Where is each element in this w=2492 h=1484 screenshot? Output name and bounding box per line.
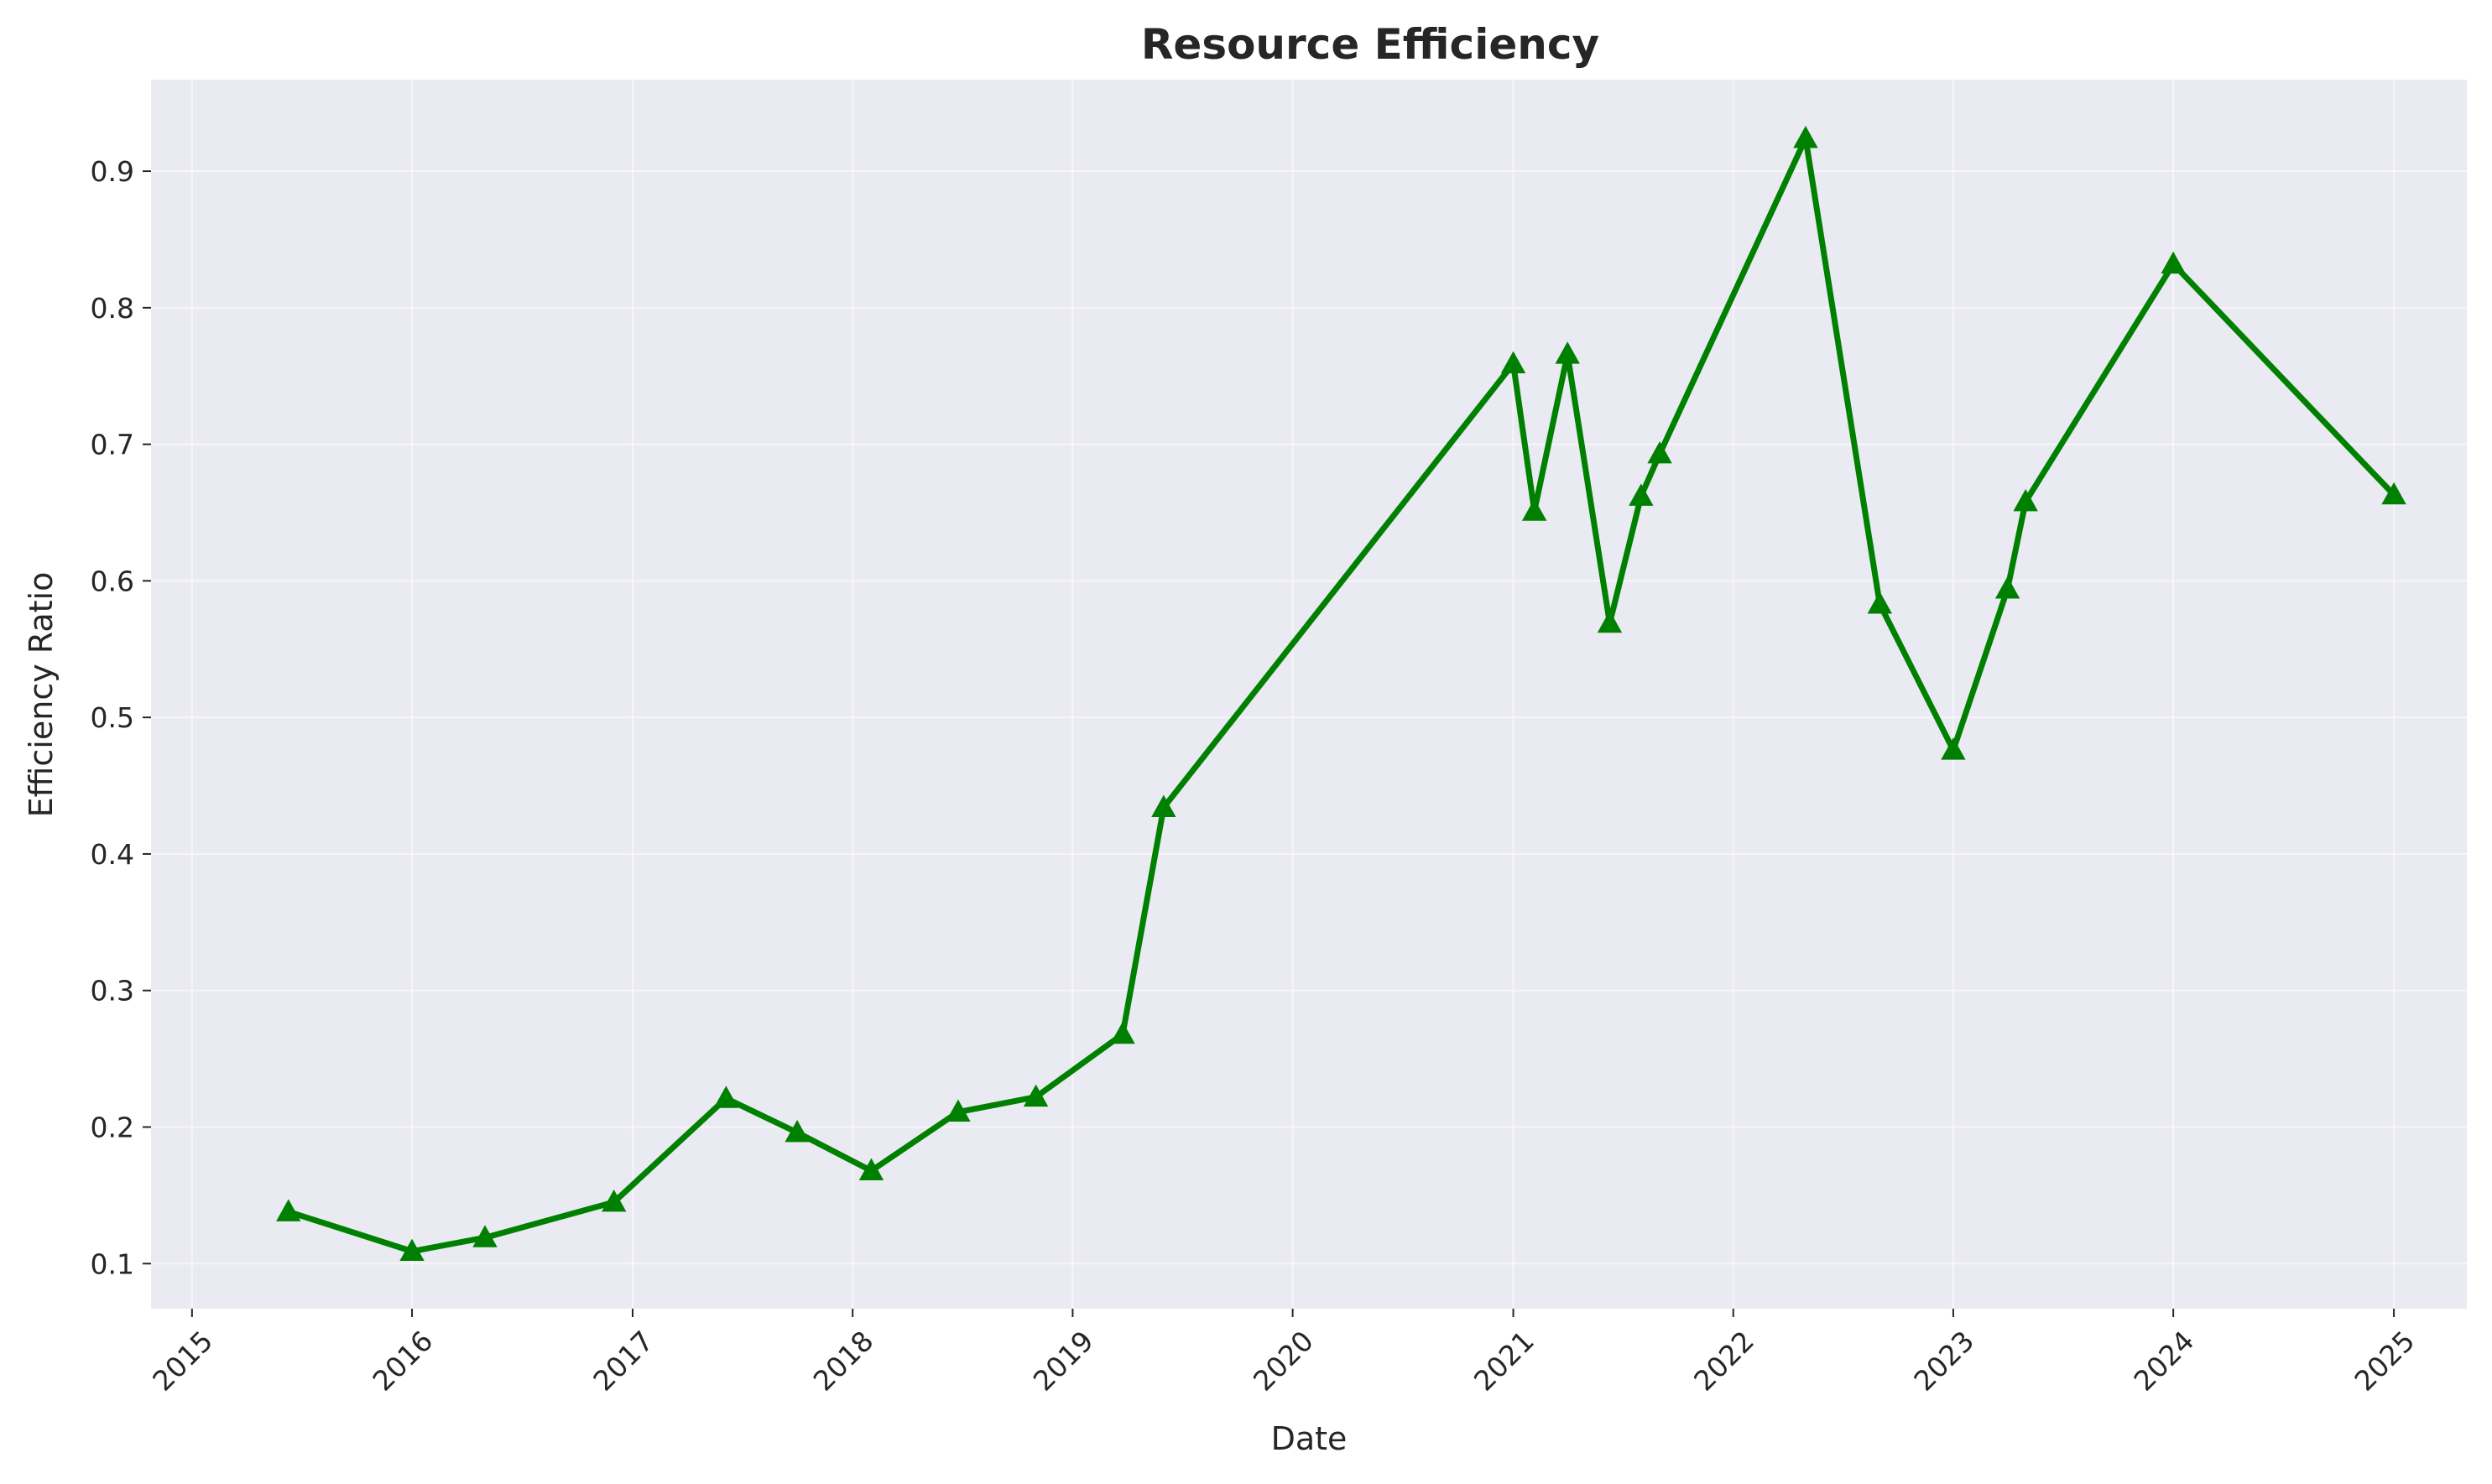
x-tick-label: 2024 xyxy=(2128,1325,2201,1398)
y-tick-label: 0.8 xyxy=(91,292,134,325)
chart-title: Resource Efficiency xyxy=(1141,20,1599,69)
x-tick-label: 2023 xyxy=(1907,1325,1980,1398)
data-point-marker xyxy=(1941,737,1966,760)
y-tick-label: 0.3 xyxy=(91,975,134,1008)
y-axis: 0.1 0.2 0.3 0.4 0.5 0.6 0.7 0.8 0.9 xyxy=(91,155,151,1280)
data-point-marker xyxy=(713,1086,739,1108)
x-tick-label: 2025 xyxy=(2348,1325,2421,1398)
x-tick-label: 2021 xyxy=(1468,1325,1541,1398)
x-tick-label: 2017 xyxy=(587,1325,659,1398)
data-point-marker xyxy=(1867,591,1893,614)
data-point-marker xyxy=(602,1189,627,1212)
data-point-marker xyxy=(2013,488,2038,512)
x-tick-label: 2020 xyxy=(1247,1325,1320,1398)
data-point-marker xyxy=(785,1119,810,1143)
y-tick-label: 0.4 xyxy=(91,838,134,871)
x-tick-label: 2018 xyxy=(807,1325,880,1398)
x-axis-label: Date xyxy=(1271,1420,1348,1457)
data-point-marker xyxy=(1110,1021,1135,1044)
data-point-marker xyxy=(1521,498,1547,521)
x-tick-label: 2015 xyxy=(146,1325,219,1398)
data-point-marker xyxy=(276,1199,301,1221)
data-point-marker xyxy=(1629,483,1654,506)
x-tick-label: 2019 xyxy=(1027,1325,1100,1398)
data-point-marker xyxy=(1994,576,2020,599)
data-point-marker xyxy=(1023,1084,1049,1107)
y-tick-label: 0.1 xyxy=(91,1247,134,1280)
data-point-marker xyxy=(472,1225,498,1247)
data-point-marker xyxy=(1793,125,1818,148)
data-point-marker xyxy=(1151,794,1176,818)
y-axis-label: Efficiency Ratio xyxy=(23,572,60,818)
x-tick-label: 2016 xyxy=(366,1325,439,1398)
y-tick-label: 0.2 xyxy=(91,1112,134,1144)
series-layer xyxy=(276,125,2406,1262)
data-point-marker xyxy=(1597,610,1623,633)
data-point-marker xyxy=(1500,351,1526,373)
data-point-marker xyxy=(2161,251,2186,274)
grid xyxy=(151,80,2467,1309)
y-tick-label: 0.6 xyxy=(91,565,134,597)
data-point-marker xyxy=(1555,341,1580,364)
data-point-marker xyxy=(1647,440,1672,464)
y-tick-label: 0.9 xyxy=(91,155,134,188)
plot-area xyxy=(151,80,2467,1309)
data-point-marker xyxy=(399,1238,425,1262)
x-axis: 2015 2016 2017 2018 2019 2020 2021 2022 2023 2024… xyxy=(146,1309,2421,1398)
y-tick-label: 0.5 xyxy=(91,701,134,734)
data-point-marker xyxy=(946,1099,971,1122)
y-tick-label: 0.7 xyxy=(91,429,134,461)
data-point-marker xyxy=(858,1158,884,1180)
x-tick-label: 2022 xyxy=(1687,1325,1760,1398)
data-point-marker xyxy=(2381,482,2406,505)
series-line xyxy=(285,135,2397,1255)
